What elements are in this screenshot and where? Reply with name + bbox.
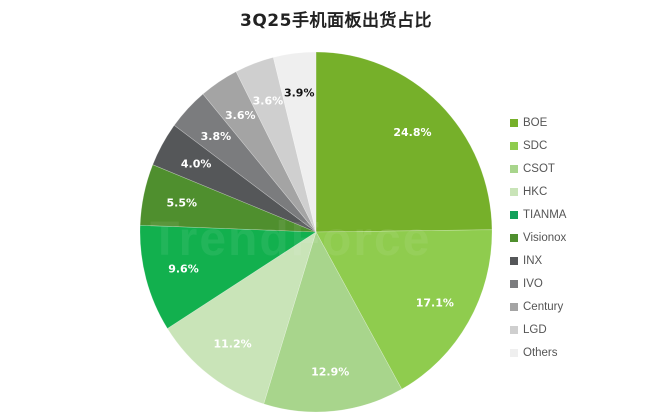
legend: BOE SDC CSOT HKC TIANMA Visionox INX IVO Century… [510, 111, 566, 364]
slice-label: 17.1% [416, 296, 454, 309]
legend-swatch-icon [510, 164, 518, 173]
chart-title: 3Q25手机面板出货占比 [240, 11, 432, 31]
legend-swatch-icon [510, 118, 518, 127]
pie-slice-visionox [139, 164, 317, 233]
slice-label: 3.6% [253, 95, 284, 108]
legend-swatch-icon [510, 256, 518, 265]
slice-label: 3.6% [225, 109, 256, 122]
legend-item-century: Century [510, 295, 566, 318]
legend-item-ivo: IVO [510, 272, 566, 295]
pie-slice-tianma [139, 224, 317, 329]
slice-label: 3.8% [201, 130, 232, 143]
slice-label: 5.5% [166, 197, 197, 210]
legend-label: BOE [523, 116, 548, 129]
slice-label: 4.0% [181, 158, 212, 171]
legend-swatch-icon [510, 141, 518, 150]
legend-label: Others [523, 346, 558, 359]
pie-slice-lgd [235, 57, 317, 233]
slice-label: 11.2% [213, 337, 251, 350]
legend-item-inx: INX [510, 249, 566, 272]
legend-swatch-icon [510, 302, 518, 311]
pie-slice-others [272, 51, 317, 233]
legend-item-visionox: Visionox [510, 226, 566, 249]
legend-label: CSOT [523, 162, 555, 175]
legend-item-boe: BOE [510, 111, 566, 134]
legend-label: SDC [523, 139, 548, 152]
legend-item-others: Others [510, 341, 566, 364]
legend-swatch-icon [510, 210, 518, 219]
legend-swatch-icon [510, 279, 518, 288]
pie-slice-csot [263, 231, 403, 413]
slice-label: 12.9% [311, 366, 349, 379]
legend-label: LGD [523, 323, 547, 336]
pie-slice-inx [152, 124, 317, 233]
pie-slice-hkc [166, 231, 317, 405]
legend-item-sdc: SDC [510, 134, 566, 157]
legend-label: Century [523, 300, 564, 313]
legend-label: Visionox [523, 231, 567, 244]
legend-swatch-icon [510, 325, 518, 334]
pie-slice-sdc [315, 229, 493, 390]
slice-label: 24.8% [393, 126, 431, 139]
pie-slice-boe [315, 51, 493, 233]
slice-label: 3.9% [284, 87, 315, 100]
legend-swatch-icon [510, 348, 518, 357]
pie-slice-ivo [173, 93, 317, 233]
legend-item-csot: CSOT [510, 157, 566, 180]
slice-label: 9.6% [168, 263, 199, 276]
pie-slice-century [202, 71, 317, 233]
legend-label: HKC [523, 185, 548, 198]
legend-label: INX [523, 254, 543, 267]
legend-item-hkc: HKC [510, 180, 566, 203]
legend-swatch-icon [510, 233, 518, 242]
legend-item-lgd: LGD [510, 318, 566, 341]
legend-label: IVO [523, 277, 543, 290]
legend-label: TIANMA [523, 208, 567, 221]
legend-item-tianma: TIANMA [510, 203, 566, 226]
legend-swatch-icon [510, 187, 518, 196]
